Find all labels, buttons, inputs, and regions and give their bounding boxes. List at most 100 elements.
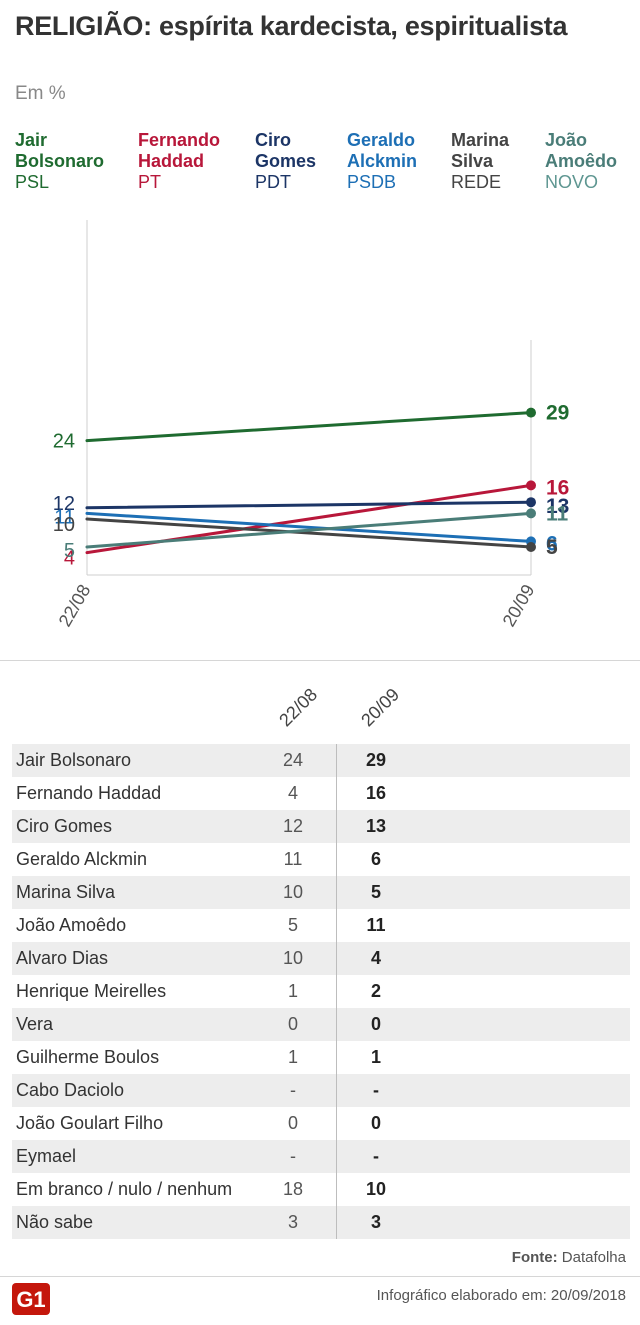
legend-name-line1: Fernando [138,130,221,150]
table-row: Em branco / nulo / nenhum 18 10 [12,1173,630,1206]
value-22-08: 18 [282,1179,304,1199]
table-row: Eymael - - [12,1140,630,1173]
legend-party: PSDB [347,172,397,192]
table-row: Alvaro Dias 10 4 [12,942,630,975]
legend-name-line1: Marina [451,130,510,150]
candidate-name: João Amoêdo [16,915,127,935]
value-22-08: 10 [282,948,304,968]
start-value-label: 5 [64,540,75,562]
start-value-label: 10 [53,514,75,536]
series-line [85,517,533,549]
legend-party: PSL [15,172,50,192]
candidate-name: Cabo Daciolo [16,1080,125,1100]
series-line [85,511,533,543]
value-22-08: 4 [287,783,298,803]
value-22-08: 1 [287,981,298,1001]
data-point [526,497,536,508]
table-row: Henrique Meirelles 1 2 [12,975,630,1008]
table-row: Jair Bolsonaro 24 29 [12,744,630,777]
source-note: Fonte: Datafolha [512,1249,626,1266]
candidate-name: Jair Bolsonaro [16,750,132,770]
value-20-09: - [373,1080,379,1100]
end-value-label: 6 [546,532,558,555]
section-divider [0,660,640,661]
series-line [85,511,533,549]
end-value-label: 13 [546,495,569,518]
table-row: Fernando Haddad 4 16 [12,777,630,810]
value-20-09: 16 [365,783,387,803]
legend-name-line2: Silva [451,151,494,171]
legend-party: PDT [255,172,291,192]
table-row: Marina Silva 10 5 [12,876,630,909]
legend-name-line1: Ciro [255,130,291,150]
chart-legend: Jair Bolsonaro PSL Fernando Haddad PT Ci… [15,130,635,194]
table-row: Geraldo Alckmin 11 6 [12,843,630,876]
value-20-09: 3 [370,1212,381,1232]
data-point [526,407,536,418]
legend-item-alckmin: Geraldo Alckmin PSDB [347,130,467,193]
legend-item-amoedo: João Amoêdo NOVO [545,130,640,193]
g1-logo-text: G1 [16,1287,45,1312]
legend-name-line1: Jair [15,130,48,150]
legend-item-ciro: Ciro Gomes PDT [255,130,375,193]
footer-made-label: Infográfico elaborado em: [376,1287,547,1304]
candidate-name: Vera [16,1014,54,1034]
candidate-name: Não sabe [16,1212,94,1232]
chart-axes [86,220,532,576]
start-value-label: 4 [64,548,75,570]
table-row: João Amoêdo 5 11 [12,909,630,942]
g1-logo-background [12,1283,50,1315]
value-22-08: 3 [287,1212,298,1232]
start-value-label: 24 [53,431,75,453]
value-20-09: 0 [370,1113,381,1133]
table-column-divider [336,744,337,1239]
value-20-09: 4 [370,948,381,968]
table-row: Cabo Daciolo - - [12,1074,630,1107]
end-value-label: 5 [546,536,558,559]
legend-name-line2: Gomes [255,151,317,171]
value-20-09: 29 [365,750,387,770]
value-22-08: - [290,1146,296,1166]
chart-series-group [85,407,536,555]
legend-name-line1: João [545,130,588,150]
candidate-name: Marina Silva [16,882,116,902]
table-row: Guilherme Boulos 1 1 [12,1041,630,1074]
data-point [526,542,536,552]
start-value-label: 11 [54,506,75,528]
footer-made-date: 20/09/2018 [550,1287,626,1304]
value-20-09: 13 [365,816,387,836]
start-value-label: 12 [53,493,75,515]
source-label: Fonte: [511,1249,558,1266]
value-22-08: 0 [287,1014,298,1034]
table-row: Não sabe 3 3 [12,1206,630,1239]
value-22-08: 1 [287,1047,298,1067]
candidate-name: João Goulart Filho [16,1113,164,1133]
value-22-08: 10 [282,882,304,902]
candidate-name: Em branco / nulo / nenhum [16,1179,233,1199]
table-column-header-b: 20/09 [357,684,404,731]
legend-name-line2: Amoêdo [545,151,617,171]
series-line [85,411,533,443]
value-20-09: - [373,1146,379,1166]
legend-name-line2: Haddad [138,151,205,171]
table-row: Ciro Gomes 12 13 [12,810,630,843]
x-tick-label: 20/09 [499,581,539,630]
g1-logo: G1 [12,1283,50,1315]
x-tick-label: 22/08 [55,581,95,630]
source-value: Datafolha [561,1249,626,1266]
series-line [85,500,533,510]
legend-party: NOVO [545,172,599,192]
page-subtitle: Em % [15,83,66,104]
candidate-name: Alvaro Dias [16,948,109,968]
candidate-name: Geraldo Alckmin [16,849,148,869]
candidate-name: Henrique Meirelles [16,981,167,1001]
value-20-09: 6 [370,849,381,869]
value-20-09: 5 [370,882,381,902]
legend-party: PT [138,172,162,192]
data-point [526,508,536,519]
legend-name-line2: Bolsonaro [15,151,105,171]
value-20-09: 10 [365,1179,387,1199]
legend-item-haddad: Fernando Haddad PT [138,130,258,193]
legend-name-line2: Alckmin [347,151,418,171]
